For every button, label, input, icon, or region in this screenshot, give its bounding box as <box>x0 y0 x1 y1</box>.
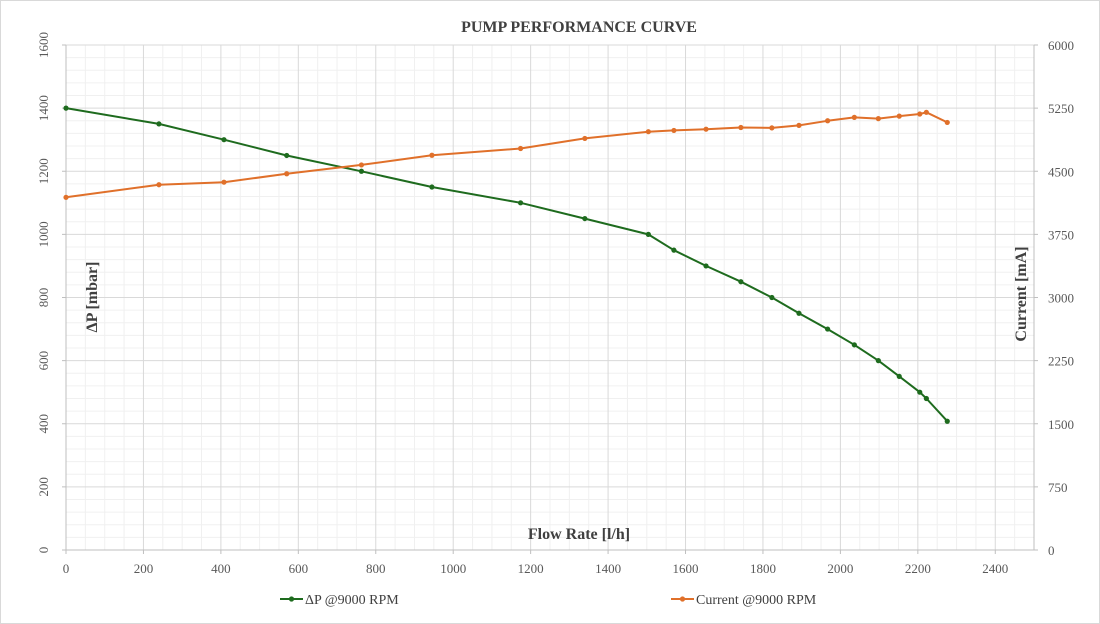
current-data-point <box>875 116 881 122</box>
delta-p-data-point <box>358 168 365 174</box>
current-data-point <box>582 135 588 142</box>
current-data-point <box>738 124 744 131</box>
delta-p-data-point <box>284 152 290 159</box>
delta-p-data-point <box>738 279 744 285</box>
x-tick-label: 1000 <box>440 561 466 576</box>
current-data-point <box>221 179 227 185</box>
delta-p-data-point <box>221 137 227 143</box>
current-data-point <box>944 119 950 126</box>
y2-tick-label: 3750 <box>1048 227 1074 242</box>
y-tick-label: 1000 <box>36 221 51 247</box>
y2-tick-label: 1500 <box>1048 417 1074 432</box>
current-data-point <box>825 118 831 124</box>
current-data-point <box>917 111 923 117</box>
delta-p-data-point <box>944 418 950 424</box>
delta-p-data-point <box>896 373 902 380</box>
y-tick-label: 200 <box>36 477 51 497</box>
x-tick-label: 1200 <box>518 561 544 576</box>
current-data-point <box>517 145 524 152</box>
y2-tick-label: 5250 <box>1048 101 1074 116</box>
y-tick-label: 1600 <box>36 32 51 58</box>
y2-tick-label: 3000 <box>1048 291 1074 306</box>
series-lines <box>63 105 950 424</box>
y2-tick-label: 4500 <box>1048 164 1074 179</box>
y2-tick-label: 6000 <box>1048 38 1074 53</box>
delta-p-data-point <box>769 294 775 301</box>
legend-label: ΔP @9000 RPM <box>305 593 399 608</box>
delta-p-data-point <box>63 105 69 111</box>
current-data-point <box>769 125 775 131</box>
x-tick-label: 400 <box>211 561 231 576</box>
y-tick-label: 0 <box>36 547 51 554</box>
y2-tick-label: 0 <box>1048 543 1055 558</box>
current-data-point <box>671 127 677 134</box>
x-tick-label: 1800 <box>750 561 776 576</box>
y2-tick-label: 2250 <box>1048 354 1074 369</box>
legend-label: Current @9000 RPM <box>696 593 817 608</box>
x-tick-label: 800 <box>366 561 386 576</box>
delta-p-data-point <box>923 395 929 402</box>
chart-title: PUMP PERFORMANCE CURVE <box>461 19 697 36</box>
delta-p-data-point <box>645 231 651 237</box>
current-data-point <box>429 152 435 158</box>
y-tick-label: 1400 <box>36 95 51 121</box>
y-tick-label: 400 <box>36 414 51 434</box>
y-tick-label: 600 <box>36 351 51 371</box>
delta-p-data-point <box>703 263 709 269</box>
current-data-point <box>796 122 802 128</box>
delta-p-data-point <box>825 326 831 332</box>
x-tick-label: 200 <box>134 561 154 576</box>
x-tick-label: 1600 <box>673 561 699 576</box>
series-line-delta-p <box>65 107 949 422</box>
x-tick-label: 2400 <box>982 561 1008 576</box>
x-tick-label: 600 <box>289 561 309 576</box>
y2-axis-title: Current [mA] <box>1013 246 1030 341</box>
delta-p-data-point <box>156 121 162 127</box>
legend-swatch-marker <box>679 596 686 602</box>
gridlines <box>66 44 1035 550</box>
legend-swatch-marker <box>288 596 295 602</box>
current-data-point <box>284 171 290 177</box>
x-tick-label: 0 <box>63 561 70 576</box>
delta-p-data-point <box>851 342 857 348</box>
legend-item-current: Current @9000 RPM <box>671 593 817 608</box>
y-tick-label: 1200 <box>36 158 51 184</box>
x-tick-label: 2000 <box>827 561 853 576</box>
current-data-point <box>645 129 651 135</box>
current-data-point <box>896 113 902 119</box>
y2-tick-label: 750 <box>1048 480 1068 495</box>
current-data-point <box>358 162 365 168</box>
x-tick-label: 2200 <box>905 561 931 576</box>
x-tick-label: 1400 <box>595 561 621 576</box>
delta-p-data-point <box>875 358 881 364</box>
legend-item-delta-p: ΔP @9000 RPM <box>280 593 399 608</box>
delta-p-data-point <box>429 184 435 190</box>
legend: ΔP @9000 RPM Current @9000 RPM <box>280 593 817 608</box>
y-axis-title: ΔP [mbar] <box>84 262 101 333</box>
delta-p-data-point <box>796 310 802 316</box>
delta-p-data-point <box>917 389 923 395</box>
current-data-point <box>923 109 929 115</box>
current-data-point <box>63 194 69 200</box>
current-data-point <box>156 182 162 188</box>
delta-p-data-point <box>582 215 588 222</box>
delta-p-data-point <box>671 247 677 253</box>
axes: 0 200 400 600 800 1000 1200 1400 1600 1800 2000 220… <box>36 32 1074 576</box>
current-data-point <box>703 126 709 132</box>
x-axis-title: Flow Rate [l/h] <box>528 526 630 543</box>
series-line-current <box>65 111 948 199</box>
y-tick-label: 800 <box>36 288 51 308</box>
current-data-point <box>851 114 857 120</box>
delta-p-data-point <box>517 200 524 206</box>
